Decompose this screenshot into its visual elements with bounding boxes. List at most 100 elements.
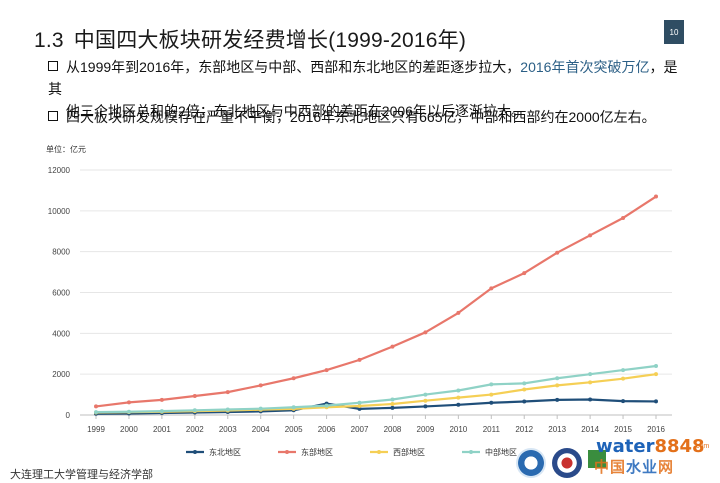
watermark-sub-b: 水业 — [626, 459, 659, 476]
x-tick-label: 2000 — [120, 425, 138, 434]
watermark-sub-c: 网 — [658, 459, 675, 476]
bullet-2-text: 四大板块研发规模存在严重不平衡，2016年东北地区只有665亿，中部和西部约在2… — [66, 109, 656, 125]
x-tick-label: 2008 — [384, 425, 402, 434]
data-point — [357, 400, 362, 405]
y-tick-label: 10000 — [48, 207, 71, 216]
page-title: 1.3 中国四大板块研发经费增长(1999-2016年) — [34, 24, 466, 54]
watermark-subtitle: 中国水业网 — [594, 456, 674, 477]
series-line-3 — [95, 373, 657, 414]
x-tick-label: 2001 — [153, 425, 171, 434]
data-point — [555, 250, 560, 255]
data-point — [357, 357, 362, 362]
bullet-1-highlight: 2016年首次突破万亿 — [520, 59, 650, 75]
data-point — [588, 372, 593, 377]
series-line-1 — [95, 398, 657, 415]
x-tick-label: 2007 — [351, 425, 369, 434]
data-point — [456, 402, 461, 407]
data-point — [621, 215, 626, 220]
data-point — [654, 194, 658, 199]
x-tick-label: 2004 — [252, 425, 270, 434]
footer-institution: 大连理工大学管理与经济学部 — [10, 469, 153, 481]
bullet-1-part2: ，是其 — [48, 59, 678, 97]
y-tick-label: 6000 — [52, 289, 70, 298]
data-point — [522, 381, 527, 386]
data-point — [390, 344, 395, 349]
x-tick-label: 2011 — [483, 425, 501, 434]
legend-marker — [285, 450, 289, 454]
x-tick-label: 2013 — [548, 425, 566, 434]
data-point — [489, 382, 494, 387]
data-point — [654, 364, 658, 368]
bullet-point-2: 四大板块研发规模存在严重不平衡，2016年东北地区只有665亿，中部和西部约在2… — [48, 106, 688, 128]
y-tick-label: 2000 — [52, 370, 70, 379]
x-tick-label: 2016 — [647, 425, 665, 434]
data-point — [489, 392, 494, 397]
data-point — [225, 407, 230, 412]
data-point — [522, 387, 527, 392]
data-point — [357, 404, 362, 409]
data-point — [225, 390, 230, 395]
data-point — [522, 271, 527, 276]
y-tick-label: 0 — [66, 411, 71, 420]
chart-unit-label: 单位：亿元 — [46, 145, 86, 154]
x-tick-label: 2006 — [318, 425, 336, 434]
y-tick-label: 8000 — [52, 248, 70, 257]
y-tick-label: 4000 — [52, 329, 70, 338]
data-point — [489, 286, 494, 291]
watermark-sub-a: 中国 — [594, 459, 627, 476]
bullet-1-part1: 从1999年到2016年，东部地区与中部、西部和东北地区的差距逐步拉大， — [66, 59, 521, 75]
data-point — [621, 399, 626, 404]
data-point — [621, 368, 626, 373]
data-point — [654, 399, 658, 404]
data-point — [654, 372, 658, 377]
data-point — [423, 404, 428, 409]
data-point — [324, 403, 329, 408]
section-number: 1.3 — [34, 29, 64, 52]
x-tick-label: 2015 — [614, 425, 632, 434]
x-tick-label: 2009 — [417, 425, 435, 434]
data-point — [159, 397, 164, 402]
data-point — [588, 397, 593, 402]
data-point — [324, 368, 329, 373]
watermark-main: water — [596, 436, 655, 457]
university-logo-icon — [516, 448, 546, 478]
legend-marker — [377, 450, 381, 454]
data-point — [390, 401, 395, 406]
data-point — [456, 388, 461, 393]
data-point — [159, 409, 164, 414]
title-text: 中国四大板块研发经费增长(1999-2016年) — [73, 29, 467, 52]
data-point — [621, 376, 626, 381]
data-point — [390, 397, 395, 402]
bullet-1-continuation: 他三个地区总和的2倍；东北地区与中西部的差距在2006年以后逐渐拉大。 — [66, 103, 525, 119]
legend-marker — [193, 450, 197, 454]
data-point — [456, 395, 461, 400]
data-point — [390, 405, 395, 410]
data-point — [423, 330, 428, 335]
legend-label: 西部地区 — [393, 447, 425, 457]
bullet-point-1: 从1999年到2016年，东部地区与中部、西部和东北地区的差距逐步拉大，2016… — [48, 56, 688, 122]
data-point — [555, 376, 560, 381]
data-point — [126, 400, 131, 405]
data-point — [522, 399, 527, 404]
bullet-square-icon — [48, 61, 58, 71]
data-point — [291, 376, 296, 381]
x-tick-label: 2003 — [219, 425, 237, 434]
x-tick-label: 2002 — [186, 425, 204, 434]
data-point — [588, 233, 593, 238]
data-point — [423, 398, 428, 403]
page-number-badge: 10 — [664, 20, 684, 44]
data-point — [555, 383, 560, 388]
data-point — [588, 380, 593, 385]
y-tick-label: 12000 — [48, 166, 71, 175]
data-point — [489, 400, 494, 405]
x-tick-label: 1999 — [87, 425, 105, 434]
data-point — [456, 310, 461, 315]
data-point — [126, 409, 131, 414]
data-point — [291, 405, 296, 410]
data-point — [357, 406, 362, 411]
legend-label: 东部地区 — [301, 447, 333, 457]
x-tick-label: 2014 — [581, 425, 599, 434]
data-point — [258, 406, 263, 411]
data-point — [94, 404, 98, 409]
